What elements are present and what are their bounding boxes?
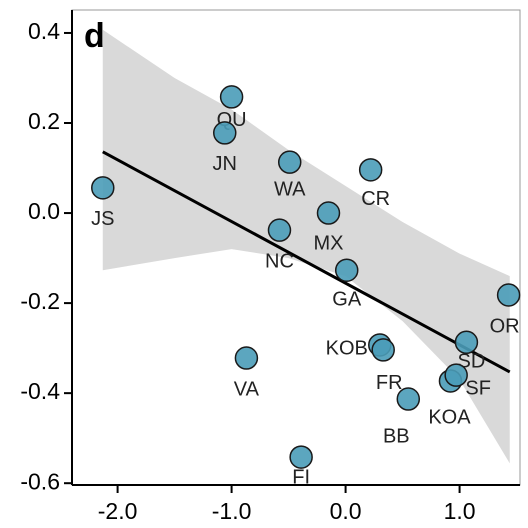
- point: [219, 85, 244, 109]
- point-label: JN: [213, 153, 237, 175]
- x-tick-label: -2.0: [98, 498, 138, 524]
- x-tick-label: 1.0: [444, 498, 476, 524]
- point-label: JS: [91, 208, 114, 230]
- point: [334, 258, 359, 282]
- point-label: SF: [465, 377, 491, 399]
- point-label: NC: [265, 250, 294, 272]
- point-label: VA: [234, 378, 260, 400]
- point-label: GA: [332, 289, 362, 311]
- y-tick-label: 0.4: [28, 18, 60, 44]
- fit-line: [102, 150, 511, 374]
- point: [91, 176, 115, 200]
- y-tick-label: -0.4: [20, 378, 60, 404]
- point-label: FI: [292, 466, 310, 488]
- point: [277, 150, 302, 174]
- y-tick-label: -0.6: [20, 468, 60, 494]
- point-label: CR: [361, 188, 390, 210]
- x-tick-label: 0.0: [330, 498, 362, 524]
- point: [396, 387, 421, 411]
- point: [444, 363, 468, 387]
- point-label: OR: [490, 315, 520, 337]
- y-tick-label: 0.2: [28, 108, 60, 134]
- point-label: KOA: [428, 406, 471, 428]
- point-label: KOB: [326, 337, 368, 359]
- x-tick-label: -1.0: [212, 498, 252, 524]
- point-label: WA: [274, 178, 306, 200]
- point: [289, 445, 313, 469]
- point-label: FR: [376, 372, 403, 394]
- panel-label: d: [84, 17, 105, 55]
- point-label: MX: [313, 232, 343, 254]
- confidence-band: [102, 29, 510, 464]
- point-label: BB: [383, 425, 410, 447]
- point: [454, 330, 479, 355]
- point: [316, 201, 341, 225]
- y-tick-label: -0.2: [20, 288, 60, 314]
- point: [371, 338, 395, 362]
- point: [234, 346, 259, 370]
- point: [267, 218, 292, 242]
- y-tick-label: 0.0: [28, 198, 60, 224]
- point: [496, 283, 521, 307]
- point: [213, 121, 237, 145]
- point: [358, 158, 383, 182]
